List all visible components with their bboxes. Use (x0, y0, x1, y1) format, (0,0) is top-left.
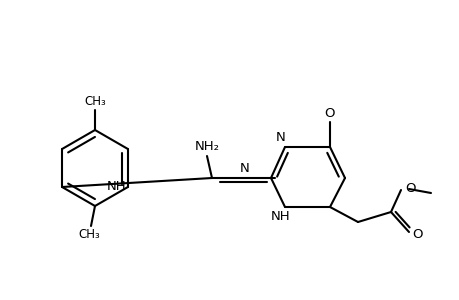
Text: O: O (412, 229, 422, 242)
Text: NH: NH (271, 211, 290, 224)
Text: CH₃: CH₃ (84, 94, 106, 107)
Text: N: N (275, 130, 285, 143)
Text: CH₃: CH₃ (78, 229, 100, 242)
Text: NH₂: NH₂ (194, 140, 219, 152)
Text: NH: NH (107, 180, 127, 193)
Text: O: O (404, 182, 414, 196)
Text: O: O (324, 106, 335, 119)
Text: N: N (239, 161, 249, 175)
